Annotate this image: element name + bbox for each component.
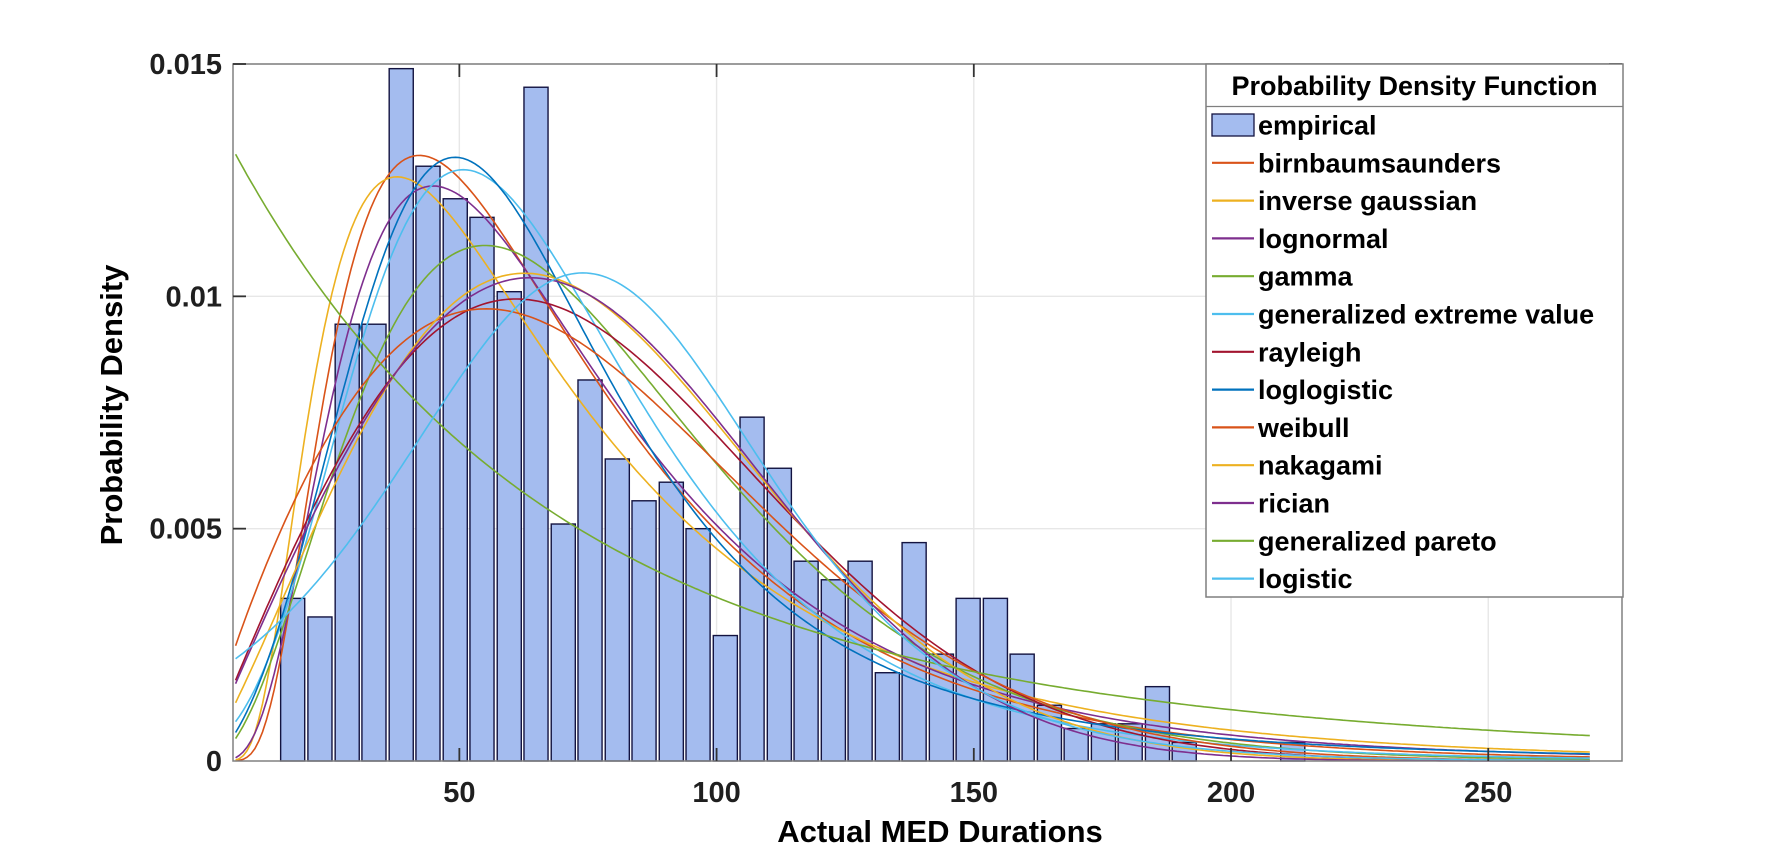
axis-tick-labels: 50 100 150 200 250 0 0.005 0.01 0.015 bbox=[149, 49, 1512, 809]
histogram-bar bbox=[901, 541, 927, 762]
legend-entry-label: logistic bbox=[1258, 564, 1353, 594]
histogram-bar bbox=[793, 560, 819, 762]
fitted-pdf-curves bbox=[234, 153, 1590, 762]
legend-entry: generalized extreme value bbox=[1212, 300, 1594, 330]
histogram-bar bbox=[739, 416, 765, 762]
pdf-curve-logistic bbox=[235, 272, 1590, 762]
legend-entry: birnbaumsaunders bbox=[1212, 148, 1501, 178]
legend-entry-label: weibull bbox=[1257, 413, 1350, 443]
histogram-bar bbox=[415, 165, 441, 762]
legend-entry: loglogistic bbox=[1212, 375, 1393, 405]
legend-entry: rayleigh bbox=[1212, 337, 1362, 367]
histogram-bar bbox=[469, 216, 495, 762]
legend-entry: weibull bbox=[1212, 413, 1350, 443]
histogram-bar bbox=[874, 672, 901, 762]
legend-entry-label: birnbaumsaunders bbox=[1258, 148, 1501, 178]
legend-entry-label: generalized extreme value bbox=[1258, 300, 1594, 330]
histogram-bar bbox=[388, 67, 414, 762]
legend-swatch-patch bbox=[1211, 113, 1255, 137]
legend-entry-label: rayleigh bbox=[1258, 337, 1362, 367]
legend-entry: gamma bbox=[1212, 262, 1354, 292]
legend-entry: lognormal bbox=[1212, 224, 1389, 254]
histogram-bar bbox=[523, 86, 549, 762]
legend-entry-label: gamma bbox=[1258, 262, 1354, 292]
legend-entry-label: generalized pareto bbox=[1258, 526, 1497, 556]
legend-title: Probability Density Function bbox=[1231, 71, 1597, 101]
legend-entry: rician bbox=[1212, 489, 1330, 519]
y-tick-label: 0.015 bbox=[149, 49, 222, 81]
legend-entry: empirical bbox=[1211, 111, 1377, 141]
y-tick-label: 0 bbox=[206, 746, 222, 778]
pdf-curve-weibull bbox=[234, 307, 1590, 762]
histogram-bar bbox=[550, 523, 577, 762]
x-axis-label: Actual MED Durations bbox=[777, 814, 1103, 849]
x-tick-label: 150 bbox=[950, 777, 998, 809]
x-tick-label: 200 bbox=[1207, 777, 1255, 809]
x-tick-label: 250 bbox=[1464, 777, 1512, 809]
pdf-curve-nakagami bbox=[234, 272, 1590, 762]
histogram-bar bbox=[820, 579, 847, 762]
histogram-bar bbox=[442, 198, 468, 762]
pdf-curve-generalized-extreme-value bbox=[234, 168, 1590, 759]
histogram-bar bbox=[631, 500, 657, 762]
legend-entry-label: lognormal bbox=[1258, 224, 1389, 254]
legend-entry: nakagami bbox=[1212, 451, 1383, 481]
histogram-bar bbox=[982, 597, 1009, 762]
y-tick-label: 0.005 bbox=[149, 514, 222, 546]
legend-background bbox=[1205, 63, 1624, 598]
histogram-bar bbox=[685, 527, 711, 762]
legend-entries: empirical birnbaumsaunders inverse gaussia… bbox=[1211, 111, 1594, 594]
histogram-bar bbox=[307, 616, 333, 762]
x-tick-label: 100 bbox=[692, 777, 740, 809]
histogram-bar bbox=[361, 323, 387, 762]
pdf-curve-rician bbox=[234, 276, 1590, 762]
legend-entry-label: rician bbox=[1258, 489, 1330, 519]
pdf-curve-loglogistic bbox=[234, 156, 1590, 755]
pdf-curve-generalized-pareto bbox=[234, 153, 1590, 737]
histogram-bar bbox=[334, 323, 360, 762]
histogram-bar bbox=[604, 458, 631, 762]
histogram-bar bbox=[279, 597, 306, 762]
histogram-bar bbox=[658, 481, 685, 762]
pdf-curve-birnbaumsaunders bbox=[235, 154, 1590, 762]
x-tick-label: 50 bbox=[443, 777, 475, 809]
legend-entry: generalized pareto bbox=[1212, 526, 1497, 556]
histogram-bar bbox=[712, 634, 739, 762]
legend-entry-label: inverse gaussian bbox=[1258, 186, 1477, 216]
y-axis-label: Probability Density bbox=[94, 264, 129, 546]
y-tick-label: 0.01 bbox=[166, 281, 222, 313]
histogram-bar bbox=[577, 379, 603, 762]
histogram-bar bbox=[496, 290, 522, 762]
legend-box: Probability Density Function empirical bi… bbox=[1205, 63, 1624, 598]
legend-entry-label: loglogistic bbox=[1258, 375, 1393, 405]
legend-entry-label: nakagami bbox=[1258, 451, 1383, 481]
pdf-curve-lognormal bbox=[235, 185, 1590, 759]
legend-entry: inverse gaussian bbox=[1212, 186, 1477, 216]
legend-entry-label: empirical bbox=[1258, 111, 1377, 141]
legend-entry: logistic bbox=[1212, 564, 1353, 594]
